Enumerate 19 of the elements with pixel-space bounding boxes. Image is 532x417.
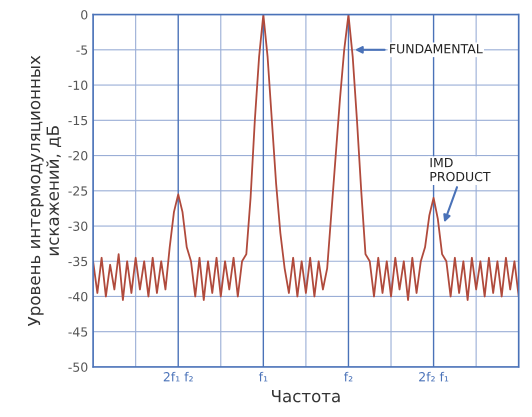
y-tick-label: 0 <box>81 10 88 20</box>
y-tick-label: -35 <box>68 256 88 266</box>
x-tick-label: 2f₂ f₁ <box>419 372 448 382</box>
annotation: IMD PRODUCT <box>430 158 491 182</box>
y-tick-label: -5 <box>76 45 88 55</box>
y-tick-label: -40 <box>68 292 88 302</box>
y-tick-label: -45 <box>68 327 88 337</box>
x-axis-title: Частота <box>272 390 340 402</box>
x-tick-label: f₂ <box>344 372 352 382</box>
annotation: FUNDAMENTAL <box>390 44 483 54</box>
y-tick-label: -50 <box>68 362 88 372</box>
x-tick-label: 2f₁ f₂ <box>164 372 193 382</box>
y-tick-label: -10 <box>68 80 88 90</box>
y-tick-label: -30 <box>68 221 88 231</box>
y-tick-label: -20 <box>68 151 88 160</box>
y-tick-label: -15 <box>68 116 88 126</box>
x-tick-label: f₁ <box>258 372 268 382</box>
y-tick-label: -25 <box>68 186 88 196</box>
y-axis-title: Уровень интермодуляционных искажений, дБ <box>28 56 62 326</box>
